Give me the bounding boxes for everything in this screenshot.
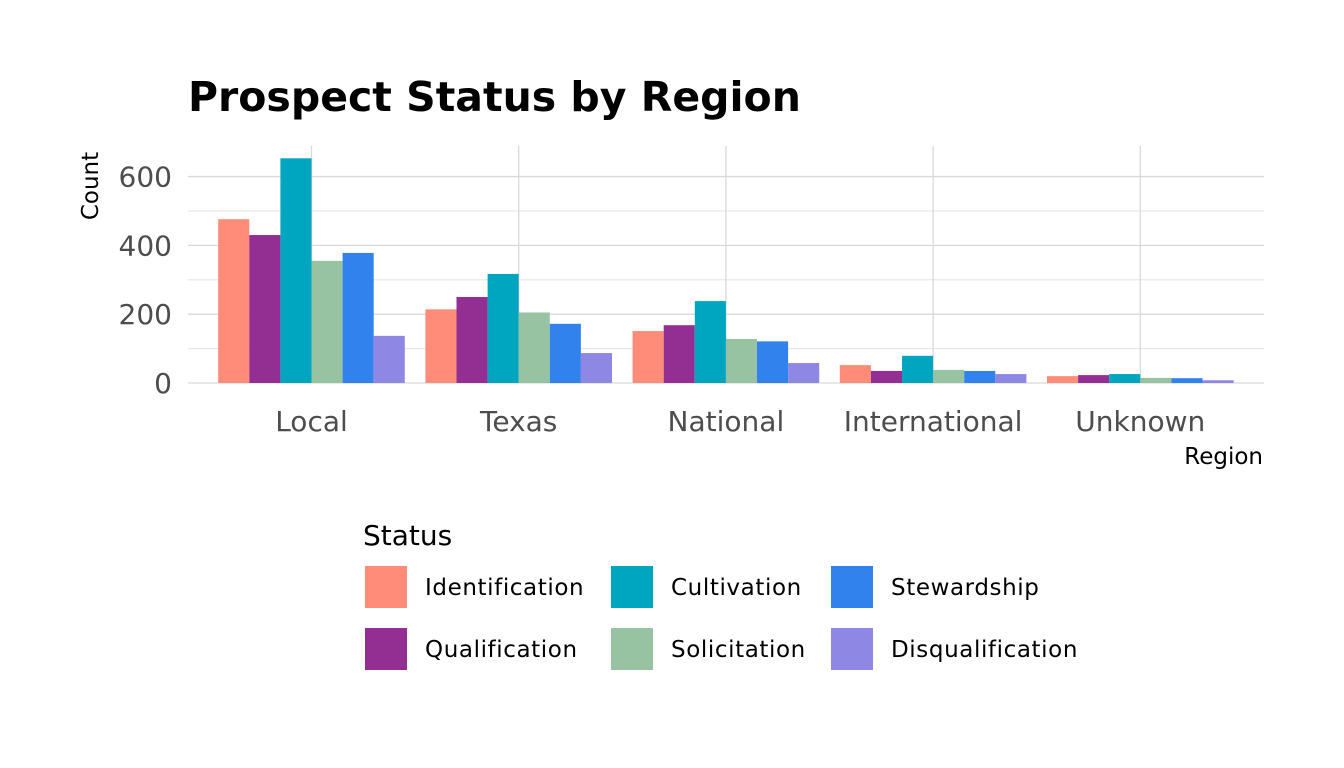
legend-label: Identification — [425, 575, 584, 601]
bar-identification-national — [632, 331, 664, 383]
bar-solicitation-texas — [518, 312, 550, 383]
legend-label: Disqualification — [891, 637, 1078, 663]
bar-qualification-local — [249, 235, 281, 383]
bar-disqualification-unknown — [1202, 380, 1234, 383]
bar-solicitation-unknown — [1140, 377, 1172, 383]
bar-qualification-texas — [456, 296, 488, 383]
legend-key — [831, 628, 873, 670]
bars — [218, 158, 1234, 383]
x-tick-label: International — [844, 405, 1023, 438]
legend: Status Identification Qualification Cultiv… — [363, 519, 1078, 670]
legend-item-disqualification: Disqualification — [831, 628, 1078, 670]
x-axis-title: Region — [1184, 444, 1263, 470]
x-tick-label: Local — [275, 405, 348, 438]
bar-stewardship-national — [757, 341, 789, 383]
bar-qualification-unknown — [1078, 375, 1110, 383]
bar-cultivation-texas — [487, 273, 519, 383]
chart-title: Prospect Status by Region — [188, 73, 801, 121]
legend-items: Identification Qualification Cultivation So… — [365, 566, 1078, 670]
bar-disqualification-local — [373, 335, 405, 383]
y-tick-label: 400 — [119, 229, 172, 262]
bar-cultivation-local — [280, 158, 312, 383]
y-tick-label: 600 — [119, 161, 172, 194]
bar-solicitation-international — [933, 369, 965, 383]
legend-key — [365, 566, 407, 608]
legend-label: Solicitation — [671, 637, 806, 663]
legend-item-solicitation: Solicitation — [611, 628, 806, 670]
bar-stewardship-unknown — [1171, 378, 1203, 383]
legend-key — [831, 566, 873, 608]
legend-item-qualification: Qualification — [365, 628, 578, 670]
bar-identification-international — [839, 365, 871, 383]
legend-label: Stewardship — [891, 575, 1039, 601]
legend-label: Qualification — [425, 637, 578, 663]
x-tick-label: Texas — [479, 405, 557, 438]
bar-disqualification-texas — [580, 353, 612, 383]
x-tick-label: National — [668, 405, 785, 438]
y-tick-label: 200 — [119, 298, 172, 331]
y-tick-label: 0 — [154, 367, 172, 400]
bar-cultivation-international — [902, 355, 934, 383]
legend-item-identification: Identification — [365, 566, 584, 608]
x-tick-label: Unknown — [1075, 405, 1205, 438]
bar-disqualification-national — [788, 363, 820, 383]
bar-qualification-international — [870, 370, 902, 383]
legend-key — [365, 628, 407, 670]
bar-identification-unknown — [1047, 376, 1079, 383]
bar-cultivation-unknown — [1109, 374, 1141, 383]
bar-stewardship-local — [342, 252, 374, 383]
legend-key — [611, 566, 653, 608]
bar-stewardship-texas — [549, 323, 581, 383]
legend-item-stewardship: Stewardship — [831, 566, 1039, 608]
bar-identification-local — [218, 219, 250, 383]
legend-key — [611, 628, 653, 670]
bar-disqualification-international — [995, 374, 1027, 383]
legend-title: Status — [363, 519, 452, 552]
legend-item-cultivation: Cultivation — [611, 566, 802, 608]
bar-stewardship-international — [964, 370, 996, 383]
bar-identification-texas — [425, 309, 457, 383]
bar-solicitation-local — [311, 260, 343, 383]
bar-qualification-national — [663, 325, 695, 383]
bar-solicitation-national — [725, 338, 757, 383]
bar-cultivation-national — [694, 301, 726, 383]
y-axis-ticks: 0 200 400 600 — [119, 161, 172, 401]
y-axis-title: Count — [78, 152, 104, 220]
x-axis-ticks: Local Texas National International Unknown — [275, 405, 1205, 438]
legend-label: Cultivation — [671, 575, 802, 601]
